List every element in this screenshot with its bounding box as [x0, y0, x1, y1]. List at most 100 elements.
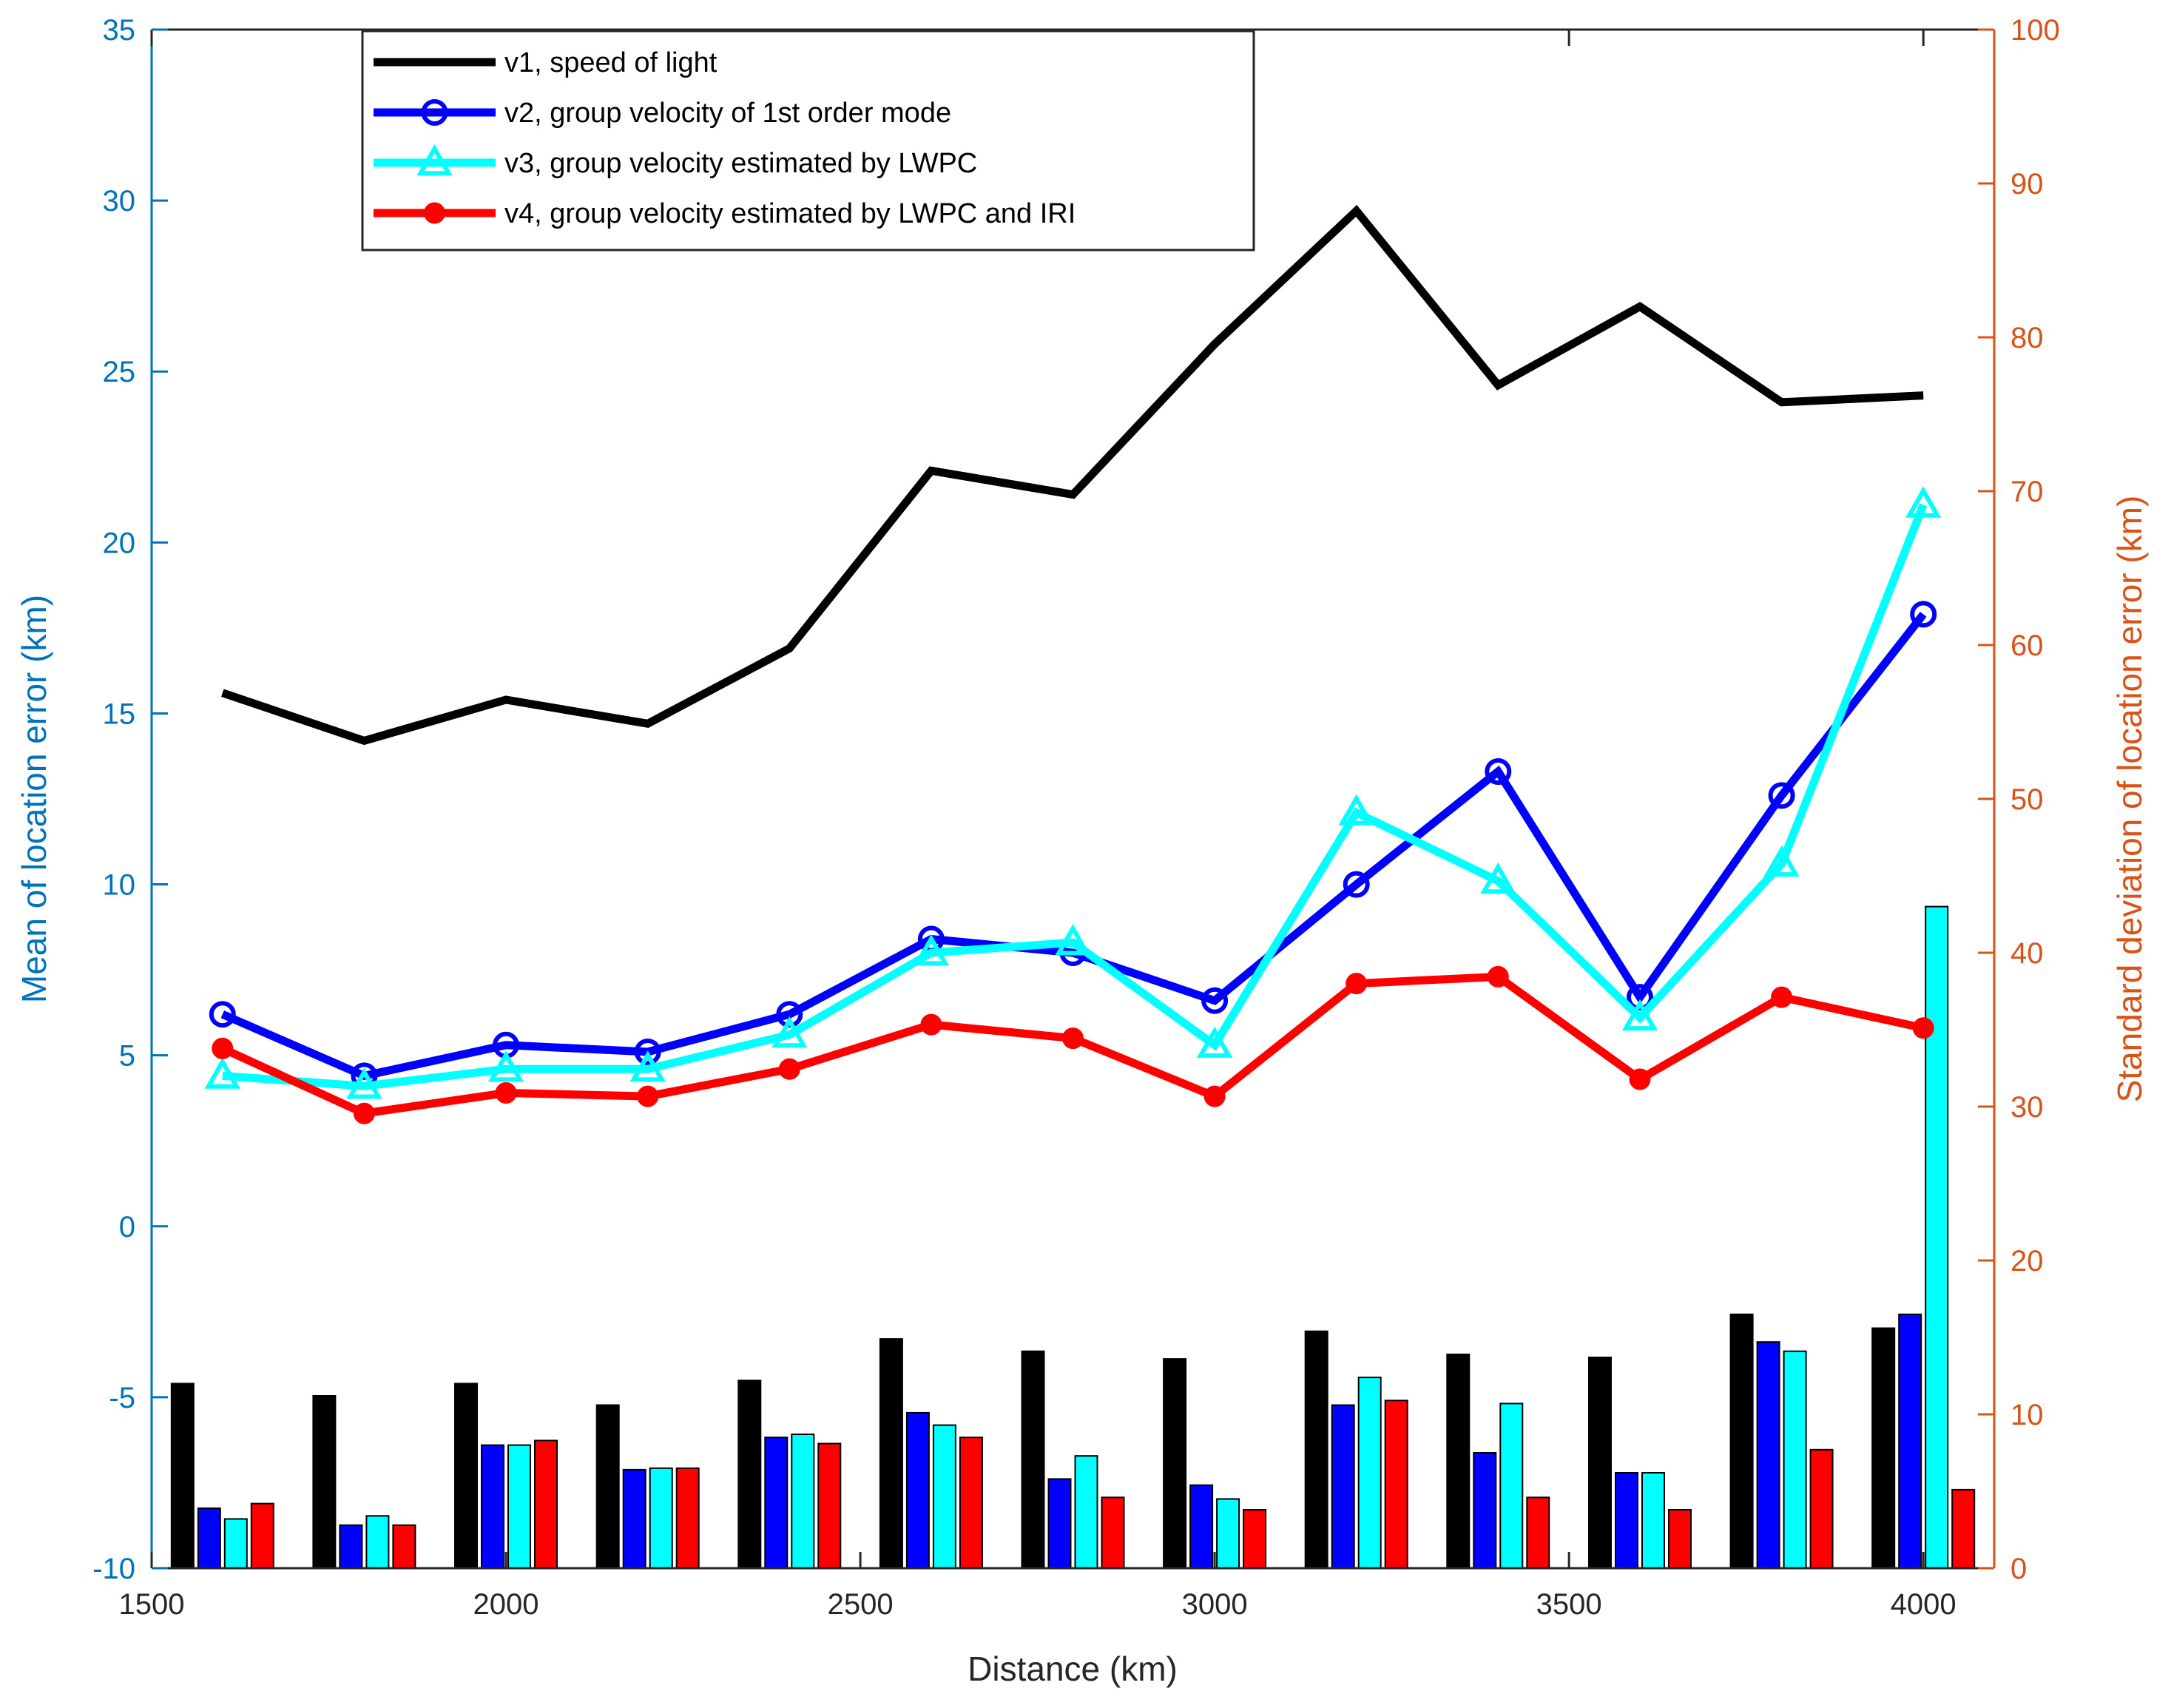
bar-v2-2200	[622, 1468, 646, 1570]
legend-label-v3: v3, group velocity estimated by LWPC	[504, 148, 977, 179]
bar-v3-2400	[791, 1434, 815, 1569]
point-v3-3400	[1480, 862, 1516, 894]
right-tick-label: 30	[2010, 1091, 2044, 1124]
point-v3-3600	[1621, 999, 1658, 1031]
x-axis-label: Distance (km)	[968, 1650, 1178, 1688]
right-tick-label: 0	[2010, 1553, 2027, 1585]
bar-v2-2800	[1047, 1478, 1072, 1570]
point-v3-3200	[1338, 794, 1374, 826]
bar-v3-3800	[1783, 1350, 1807, 1569]
bar-v2-3600	[1615, 1472, 1638, 1569]
bar-v1-4000	[1871, 1327, 1896, 1569]
right-tick-label: 50	[2010, 783, 2044, 816]
left-tick-label: 35	[103, 14, 136, 47]
bar-v1-3000	[1163, 1358, 1187, 1569]
axes-layer: 1500 2000 2500 3000 3500 4000 -10 -5 0 5 10 15 20 25 3…	[92, 14, 2060, 1621]
plot-area	[152, 30, 1994, 1568]
bar-v2-3200	[1331, 1404, 1355, 1569]
x-tick-label: 2500	[828, 1588, 894, 1621]
right-tick-label: 70	[2010, 476, 2044, 508]
legend-box	[361, 30, 1255, 252]
point-v3-4000	[1905, 486, 1942, 518]
legend-label-v2: v2, group velocity of 1st order mode	[504, 98, 951, 129]
point-v4-3200	[1346, 973, 1368, 995]
bar-v2-4000	[1898, 1313, 1922, 1570]
point-v2-4000	[1910, 601, 1937, 628]
bar-v2-3000	[1189, 1484, 1214, 1569]
left-tick-label: 5	[119, 1040, 135, 1073]
bar-v2-3400	[1473, 1452, 1497, 1569]
bar-v3-2600	[932, 1424, 956, 1569]
point-v3-3000	[1196, 1026, 1233, 1058]
left-y-axis-label: Mean of location error (km)	[15, 595, 53, 1003]
bar-v4-2000	[534, 1439, 558, 1570]
x-tick-label: 4000	[1891, 1588, 1956, 1621]
bar-v1-2800	[1021, 1350, 1045, 1569]
point-v3-3800	[1763, 845, 1800, 877]
bar-v2-1600	[197, 1507, 221, 1570]
bar-v4-2200	[675, 1467, 700, 1570]
legend-marker-v4	[424, 202, 445, 224]
bar-v1-1800	[312, 1395, 337, 1569]
bar-v1-1600	[170, 1383, 195, 1570]
point-v4-1800	[353, 1102, 375, 1124]
left-tick-label: 10	[103, 869, 136, 902]
bar-v4-2600	[959, 1437, 983, 1569]
bar-v1-3400	[1446, 1353, 1471, 1570]
bar-v3-3400	[1499, 1402, 1524, 1570]
bar-v3-4000	[1925, 905, 1949, 1569]
bar-v4-3600	[1668, 1509, 1692, 1569]
legend-label-v4: v4, group velocity estimated by LWPC and…	[504, 198, 1076, 229]
bar-v3-3600	[1641, 1472, 1665, 1569]
bar-v3-2000	[507, 1444, 531, 1569]
point-v4-4000	[1912, 1017, 1934, 1039]
bar-v1-2400	[737, 1380, 762, 1569]
bar-v2-2400	[764, 1437, 789, 1569]
bar-v3-3200	[1357, 1377, 1382, 1569]
bar-v1-3200	[1304, 1330, 1328, 1569]
bar-v3-2800	[1074, 1455, 1098, 1569]
lines-layer	[204, 204, 1942, 1124]
bar-v3-1800	[365, 1515, 390, 1570]
point-v2-3800	[1768, 782, 1795, 809]
right-tick-label: 40	[2010, 937, 2044, 970]
right-tick-label: 100	[2010, 14, 2060, 47]
point-v3-2200	[629, 1050, 666, 1082]
right-tick-label: 90	[2010, 168, 2044, 200]
bar-v2-2000	[481, 1444, 504, 1569]
x-tick-label: 3500	[1536, 1588, 1602, 1621]
right-tick-label: 10	[2010, 1399, 2044, 1431]
point-v4-3400	[1487, 965, 1509, 988]
bar-v4-2400	[817, 1442, 842, 1569]
x-tick-label: 2000	[473, 1588, 539, 1621]
bar-v4-3400	[1526, 1496, 1550, 1570]
point-v3-2000	[487, 1050, 524, 1082]
left-tick-label: 25	[103, 356, 136, 388]
bar-v4-4000	[1951, 1488, 1976, 1570]
legend-marker-v2	[421, 99, 448, 126]
right-y-axis-label: Standard deviation of location error (km…	[2110, 496, 2149, 1103]
point-v4-3000	[1203, 1085, 1226, 1107]
bar-v1-2000	[454, 1383, 478, 1570]
point-v2-2200	[634, 1039, 661, 1065]
point-v4-2600	[920, 1013, 942, 1036]
right-tick-label: 20	[2010, 1245, 2044, 1277]
point-v4-2200	[637, 1085, 659, 1107]
bar-v4-1800	[392, 1524, 416, 1570]
left-tick-label: -10	[92, 1553, 135, 1585]
bar-v2-1800	[339, 1524, 363, 1570]
bar-v2-3800	[1756, 1341, 1780, 1569]
left-tick-label: 20	[103, 527, 136, 559]
left-tick-label: 15	[103, 698, 136, 730]
x-tick-label: 1500	[119, 1588, 185, 1621]
left-tick-label: 0	[119, 1211, 135, 1243]
point-v4-2800	[1062, 1027, 1084, 1050]
point-v2-3200	[1343, 871, 1370, 898]
point-v4-1600	[212, 1037, 234, 1059]
bar-v4-3800	[1809, 1448, 1834, 1570]
left-tick-label: 30	[103, 185, 136, 217]
line-v3	[222, 503, 1928, 1090]
bars-layer	[170, 905, 1976, 1570]
point-v4-3600	[1629, 1068, 1651, 1090]
point-v3-2600	[913, 934, 950, 966]
